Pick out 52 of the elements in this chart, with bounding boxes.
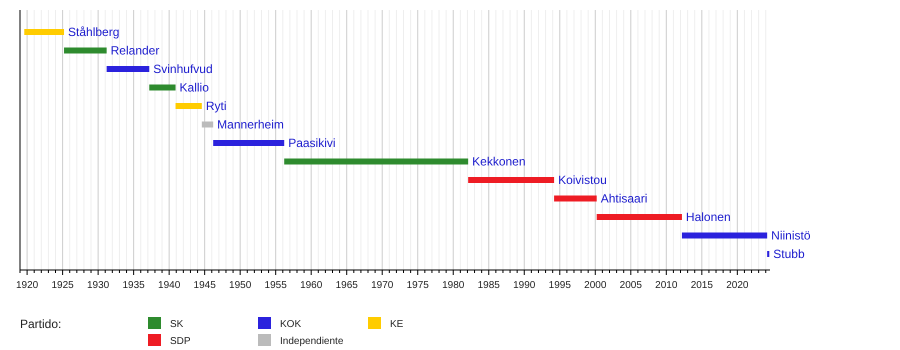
x-tick-label: 1970 [371,280,394,291]
legend-label: KOK [280,319,302,330]
y-tick-label: Relander [110,44,160,58]
bar [202,122,214,128]
x-tick-label: 1920 [16,280,39,291]
y-tick-label: Ahtisaari [600,192,648,206]
legend-label: SDP [170,336,191,347]
y-tick-label: Ståhlberg [68,25,120,40]
bar [64,48,107,54]
x-tick-label: 1995 [548,280,572,291]
x-tick-label: 2015 [690,280,714,291]
x-tick-label: 1980 [442,280,465,291]
x-tick-label: 1940 [158,280,181,291]
x-tick-label: 1930 [87,280,110,291]
y-tick-label: Kallio [180,80,210,95]
x-tick-label: 2010 [655,280,678,291]
y-tick-label: Kekkonen [472,154,526,169]
legend-label: Independiente [280,336,344,347]
x-tick-label: 1965 [336,280,358,291]
bar [284,158,468,164]
legend-label: KE [390,319,404,330]
bar [24,29,64,35]
legend-label: SK [170,319,184,330]
x-tick-label: 1945 [194,280,216,291]
bar [554,196,597,202]
x-tick-label: 1955 [264,280,288,291]
bar [596,214,682,220]
x-tick-label: 1990 [513,280,536,291]
y-tick-label: Paasikivi [288,136,336,150]
x-tick-label: 2000 [584,280,607,291]
x-tick-label: 1985 [478,280,500,291]
bar [176,103,202,109]
y-tick-label: Ryti [206,99,226,114]
x-tick-label: 1960 [300,280,323,291]
bar [468,177,554,183]
bar [213,140,284,146]
bar [149,84,176,90]
x-tick-label: 2020 [726,280,749,291]
x-tick-label: 2005 [620,280,642,291]
legend-title: Partido: [20,317,62,331]
y-tick-label: Svinhufvud [153,62,213,76]
y-tick-label: Stubb [773,247,805,262]
x-tick-label: 1950 [229,280,252,291]
x-tick-label: 1925 [51,280,74,291]
y-tick-label: Koivistou [558,173,607,188]
y-tick-label: Mannerheim [217,118,284,132]
y-tick-label: Niinistö [771,228,811,243]
bar [106,66,150,72]
x-tick-label: 1975 [406,280,430,291]
x-tick-label: 1935 [122,280,146,291]
y-tick-label: Halonen [686,210,731,224]
bar [682,232,768,238]
